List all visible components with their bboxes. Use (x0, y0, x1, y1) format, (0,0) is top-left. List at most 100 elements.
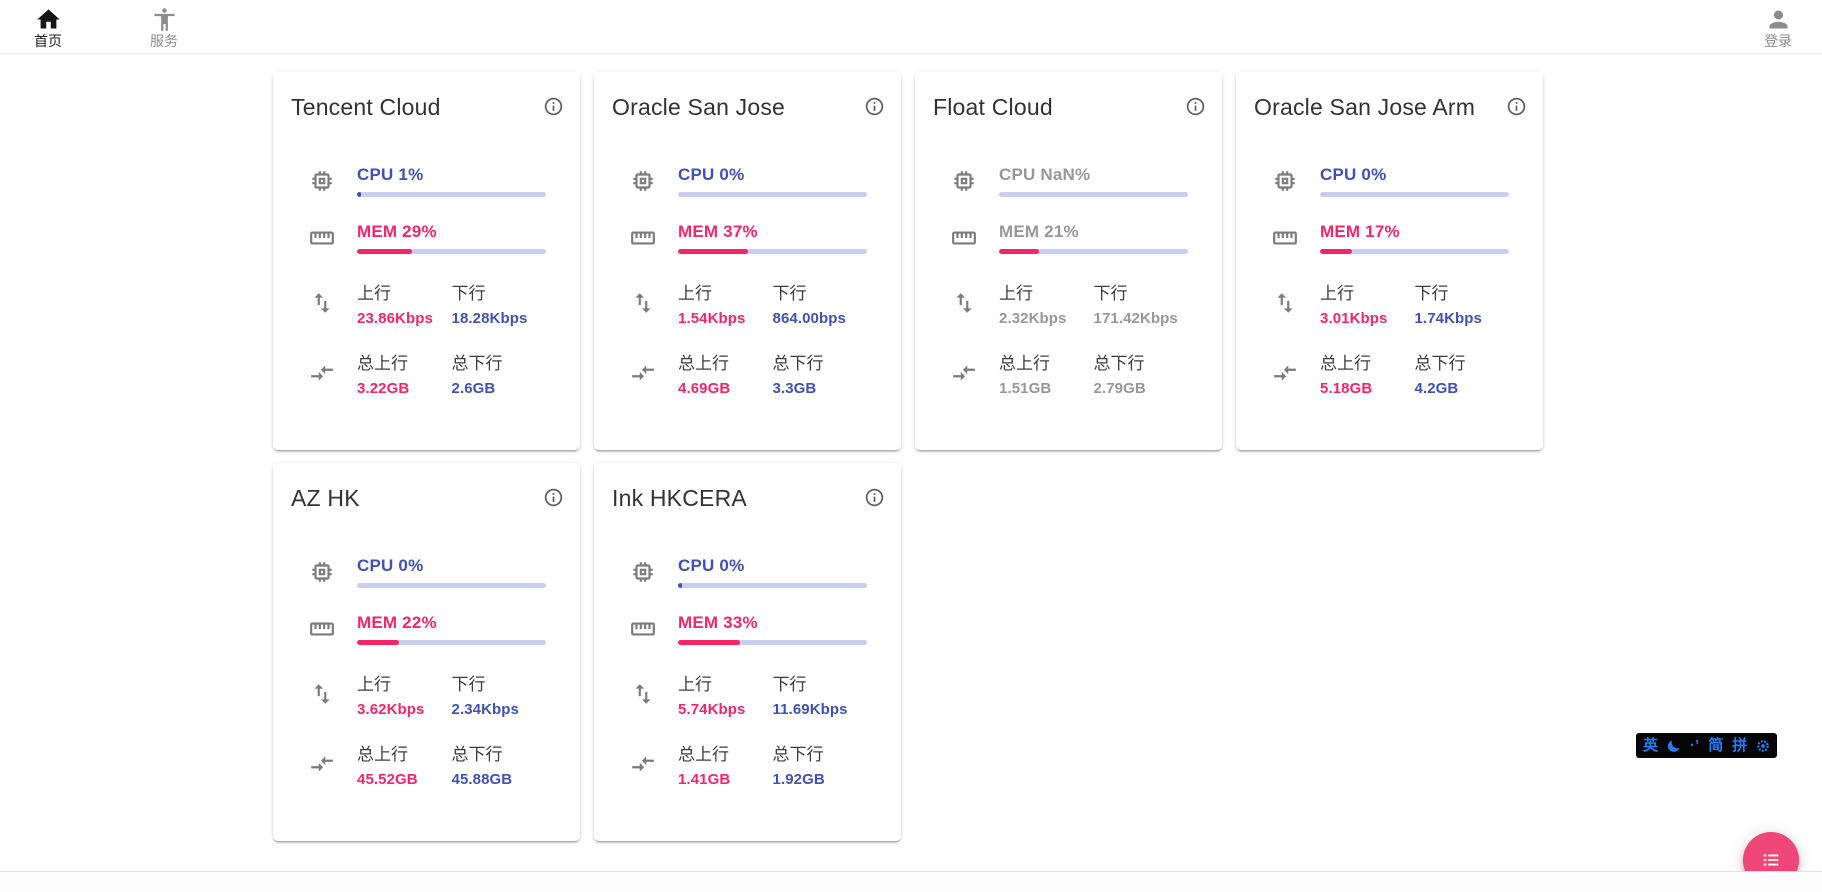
nav-item-label: 首页 (34, 33, 62, 50)
card-metrics: CPU 1% MEM 29% 上行 23.86K (289, 121, 564, 397)
mem-usage-label: MEM 17% (1320, 222, 1400, 241)
card-header: AZ HK (289, 485, 564, 512)
ime-mode-toggle[interactable]: 英 (1643, 737, 1659, 754)
mem-usage-label: MEM 33% (678, 613, 758, 632)
mem-progress-fill (357, 249, 412, 254)
download-value: 18.28Kbps (451, 310, 528, 327)
info-button[interactable] (1185, 96, 1206, 117)
nav-item-login[interactable]: 登录 (1764, 0, 1792, 53)
total-download-label: 总下行 (1414, 354, 1466, 373)
upload-label: 上行 (678, 284, 712, 303)
ruler-icon (309, 225, 335, 251)
ruler-icon (630, 225, 656, 251)
mem-row: MEM 17% (1272, 222, 1509, 254)
speed-row: 上行 23.86Kbps 下行 18.28Kbps (309, 279, 546, 327)
card-header: Oracle San Jose (610, 94, 885, 121)
server-card[interactable]: AZ HK CPU 0% MEM 22% (273, 463, 580, 841)
cpu-chip-icon (1272, 168, 1298, 194)
traffic-row: 总上行 1.51GB 总下行 2.79GB (951, 349, 1188, 397)
upload-value: 5.74Kbps (678, 701, 746, 718)
info-button[interactable] (864, 96, 885, 117)
cpu-row: CPU 0% (630, 556, 867, 588)
cpu-row: CPU NaN% (951, 165, 1188, 197)
speed-row: 上行 3.62Kbps 下行 2.34Kbps (309, 670, 546, 718)
total-upload-label: 总上行 (357, 354, 408, 373)
total-upload-value: 45.52GB (357, 771, 418, 788)
swap-horiz-icon (309, 360, 335, 386)
traffic-row: 总上行 3.22GB 总下行 2.6GB (309, 349, 546, 397)
ruler-icon (1272, 225, 1298, 251)
swap-horiz-icon (951, 360, 977, 386)
download-label: 下行 (772, 675, 807, 694)
nav-left-group: 首页 服务 (34, 0, 178, 53)
nav-item-home[interactable]: 首页 (34, 0, 62, 53)
mem-progress-track (678, 640, 867, 645)
mem-usage-label: MEM 21% (999, 222, 1079, 241)
server-card[interactable]: Oracle San Jose Arm CPU 0% M (1236, 72, 1543, 450)
mem-row: MEM 37% (630, 222, 867, 254)
mem-row: MEM 21% (951, 222, 1188, 254)
download-value: 2.34Kbps (451, 701, 519, 718)
ruler-icon (951, 225, 977, 251)
mem-progress-fill (357, 640, 399, 645)
total-download-value: 1.92GB (772, 771, 825, 788)
download-value: 11.69Kbps (772, 701, 848, 718)
cpu-row: CPU 0% (309, 556, 546, 588)
server-card[interactable]: Oracle San Jose CPU 0% MEM 3 (594, 72, 901, 450)
moon-icon[interactable] (1667, 739, 1681, 753)
server-card[interactable]: Tencent Cloud CPU 1% MEM 29% (273, 72, 580, 450)
server-card[interactable]: Float Cloud CPU NaN% MEM 21% (915, 72, 1222, 450)
upload-value: 2.32Kbps (999, 310, 1067, 327)
nav-item-services[interactable]: 服务 (150, 0, 178, 53)
mem-progress-fill (678, 640, 741, 645)
info-button[interactable] (864, 487, 885, 508)
ime-punctuation-toggle[interactable]: ·’ (1690, 737, 1700, 754)
cpu-usage-label: CPU 0% (678, 556, 745, 575)
card-metrics: CPU 0% MEM 33% 上行 5.74Kb (610, 512, 885, 788)
mem-row: MEM 22% (309, 613, 546, 645)
info-button[interactable] (543, 487, 564, 508)
ime-charset-toggle[interactable]: 简 (1708, 737, 1724, 754)
server-grid: Tencent Cloud CPU 1% MEM 29% (273, 72, 1543, 841)
upload-value: 3.62Kbps (357, 701, 425, 718)
swap-vert-icon (951, 290, 977, 316)
gear-icon[interactable] (1756, 739, 1770, 753)
info-icon (1507, 97, 1526, 116)
nav-item-label: 登录 (1764, 33, 1792, 50)
cpu-row: CPU 1% (309, 165, 546, 197)
swap-vert-icon (309, 681, 335, 707)
download-value: 171.42Kbps (1093, 310, 1178, 327)
upload-value: 3.01Kbps (1320, 310, 1388, 327)
total-download-label: 总下行 (772, 354, 824, 373)
mem-progress-track (357, 249, 546, 254)
cpu-chip-icon (309, 559, 335, 585)
total-upload-value: 4.69GB (678, 380, 731, 397)
cpu-progress-track (678, 583, 867, 588)
mem-row: MEM 33% (630, 613, 867, 645)
cpu-usage-label: CPU NaN% (999, 165, 1091, 184)
upload-label: 上行 (999, 284, 1033, 303)
mem-progress-fill (678, 249, 748, 254)
server-name: Float Cloud (933, 94, 1053, 120)
total-download-value: 45.88GB (451, 771, 513, 788)
ime-toolbar[interactable]: 英 ·’ 简 拼 (1636, 733, 1778, 758)
info-button[interactable] (1506, 96, 1527, 117)
speed-row: 上行 2.32Kbps 下行 171.42Kbps (951, 279, 1188, 327)
server-card[interactable]: Ink HKCERA CPU 0% MEM 33% (594, 463, 901, 841)
total-upload-label: 总上行 (999, 354, 1050, 373)
cpu-progress-track (357, 192, 546, 197)
mem-usage-label: MEM 22% (357, 613, 437, 632)
info-button[interactable] (543, 96, 564, 117)
mem-usage-label: MEM 29% (357, 222, 437, 241)
cpu-progress-track (999, 192, 1188, 197)
ime-scheme-toggle[interactable]: 拼 (1732, 737, 1748, 754)
list-icon (1763, 854, 1779, 866)
total-upload-label: 总上行 (678, 745, 729, 764)
download-label: 下行 (451, 284, 486, 303)
mem-progress-track (357, 640, 546, 645)
swap-horiz-icon (630, 360, 656, 386)
traffic-row: 总上行 4.69GB 总下行 3.3GB (630, 349, 867, 397)
total-download-value: 4.2GB (1414, 380, 1459, 397)
card-metrics: CPU 0% MEM 17% 上行 3.01Kb (1252, 121, 1527, 397)
traffic-row: 总上行 5.18GB 总下行 4.2GB (1272, 349, 1509, 397)
